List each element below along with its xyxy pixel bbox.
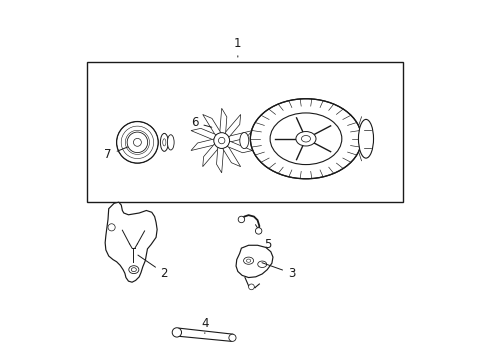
Text: 7: 7	[104, 143, 137, 161]
Text: 6: 6	[191, 116, 212, 129]
Ellipse shape	[250, 99, 362, 179]
Polygon shape	[191, 129, 217, 140]
Circle shape	[255, 228, 262, 234]
Ellipse shape	[133, 138, 141, 146]
Polygon shape	[176, 328, 233, 341]
Polygon shape	[203, 144, 219, 167]
Ellipse shape	[117, 122, 158, 163]
Circle shape	[108, 224, 115, 231]
Polygon shape	[203, 114, 221, 135]
Ellipse shape	[301, 135, 311, 142]
Polygon shape	[222, 145, 241, 167]
Polygon shape	[191, 139, 215, 150]
Text: 4: 4	[201, 317, 209, 333]
Polygon shape	[228, 131, 252, 142]
Ellipse shape	[296, 131, 316, 146]
Ellipse shape	[163, 139, 166, 146]
Polygon shape	[105, 202, 157, 282]
Ellipse shape	[244, 257, 254, 264]
Polygon shape	[217, 148, 223, 173]
Polygon shape	[236, 245, 273, 278]
Polygon shape	[220, 108, 227, 134]
Circle shape	[219, 137, 225, 144]
Circle shape	[214, 133, 230, 148]
Text: 1: 1	[234, 37, 242, 57]
Circle shape	[172, 328, 181, 337]
Ellipse shape	[129, 266, 139, 274]
Ellipse shape	[160, 134, 168, 151]
Bar	[87, 62, 403, 202]
Circle shape	[248, 284, 254, 290]
Polygon shape	[227, 141, 252, 153]
Text: 2: 2	[138, 255, 168, 280]
Ellipse shape	[246, 259, 251, 262]
Ellipse shape	[131, 268, 136, 272]
Circle shape	[229, 334, 236, 341]
Ellipse shape	[258, 261, 267, 267]
Text: 5: 5	[255, 225, 272, 251]
Ellipse shape	[240, 132, 249, 149]
Text: 3: 3	[262, 263, 295, 280]
Ellipse shape	[359, 120, 373, 158]
Ellipse shape	[168, 135, 174, 150]
Ellipse shape	[127, 132, 147, 153]
Circle shape	[238, 216, 245, 223]
Ellipse shape	[270, 113, 342, 165]
Polygon shape	[224, 114, 241, 137]
